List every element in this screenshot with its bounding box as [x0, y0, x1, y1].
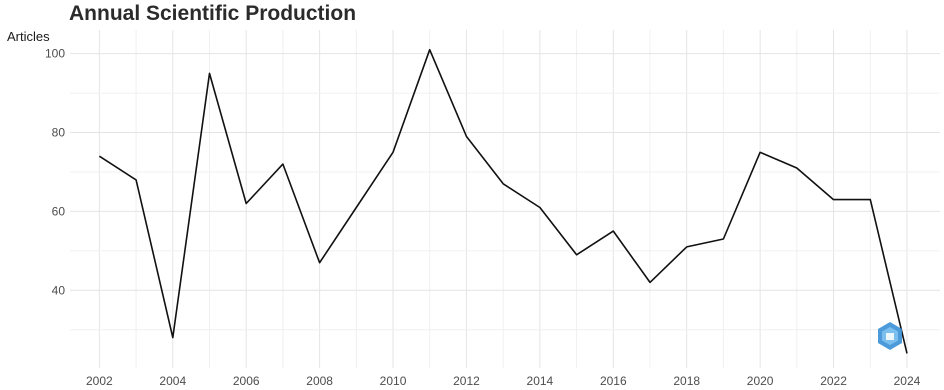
- y-tick-label: 60: [52, 204, 66, 218]
- y-tick-label: 40: [52, 283, 66, 297]
- x-tick-label: 2020: [747, 374, 774, 388]
- watermark-logo-icon: [878, 322, 902, 350]
- x-tick-label: 2022: [820, 374, 847, 388]
- grid-lines: [70, 30, 940, 368]
- x-tick-labels: 2002 2004 2006 2008 2010 2012 2014 2016 2018 2020…: [86, 374, 921, 388]
- x-tick-label: 2024: [894, 374, 921, 388]
- x-tick-label: 2012: [453, 374, 480, 388]
- x-tick-label: 2008: [306, 374, 333, 388]
- y-axis-label: Articles: [7, 29, 50, 44]
- x-tick-label: 2002: [86, 374, 113, 388]
- series-group: [98, 48, 908, 354]
- y-tick-labels: 40 60 80 100: [45, 47, 65, 298]
- series-line: [98, 48, 908, 354]
- x-tick-label: 2010: [380, 374, 407, 388]
- y-tick-label: 100: [45, 47, 65, 61]
- x-tick-label: 2018: [673, 374, 700, 388]
- y-tick-label: 80: [52, 126, 66, 140]
- x-tick-label: 2006: [233, 374, 260, 388]
- x-tick-label: 2004: [159, 374, 186, 388]
- chart-title: Annual Scientific Production: [69, 2, 357, 25]
- x-tick-label: 2014: [527, 374, 554, 388]
- x-tick-label: 2016: [600, 374, 627, 388]
